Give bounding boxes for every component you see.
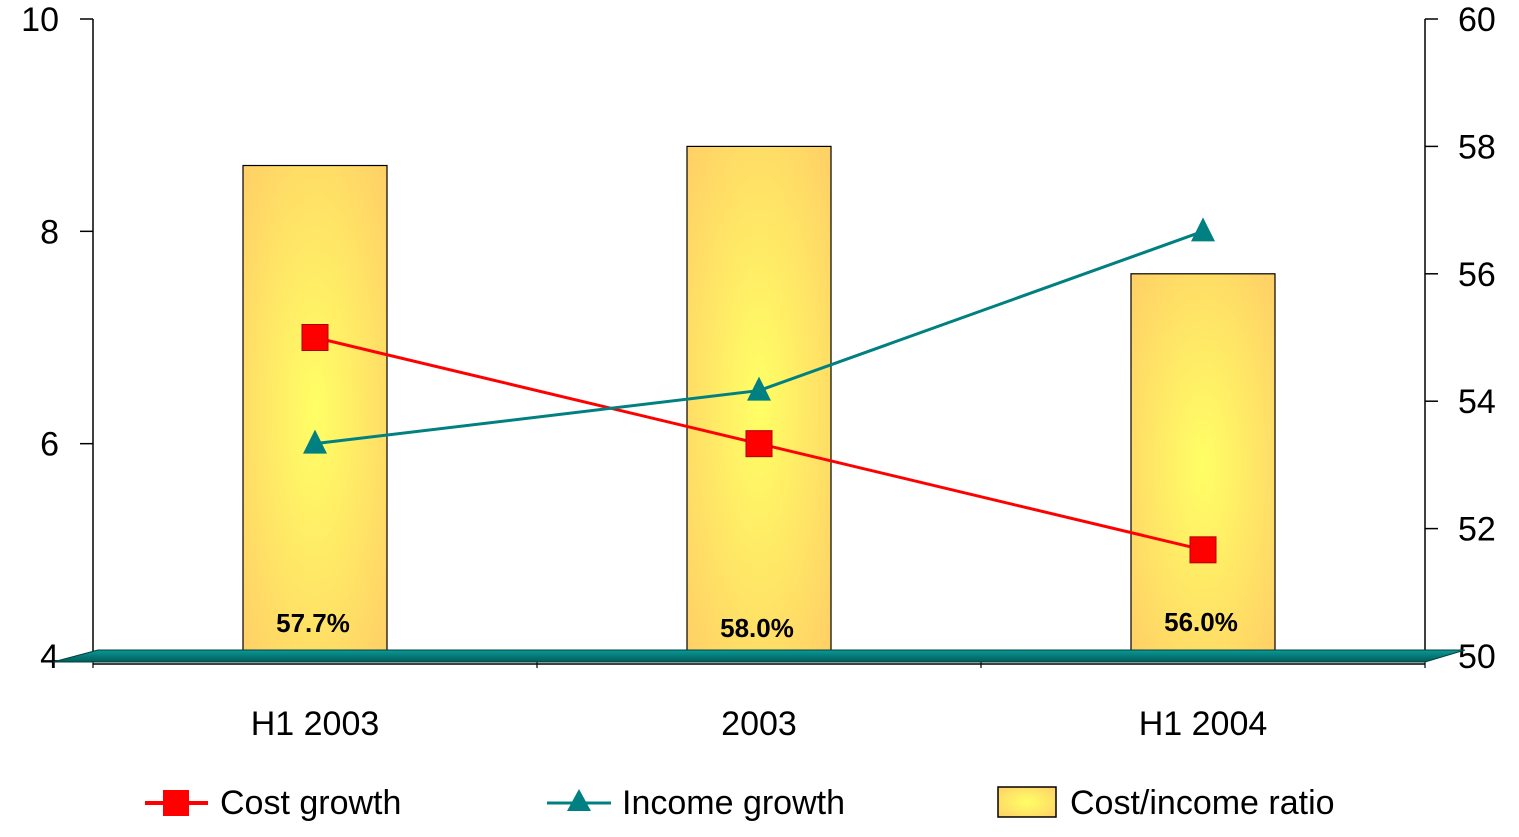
legend-cost-growth-marker (163, 790, 189, 816)
y-left-tick-label: 10 (21, 1, 59, 39)
y-right-tick-label: 58 (1458, 128, 1496, 166)
x-tick-label: 2003 (721, 705, 797, 743)
y-right-tick-label: 52 (1458, 511, 1496, 549)
bar (243, 166, 387, 656)
bars (243, 146, 1275, 656)
cost-growth-point (302, 325, 328, 351)
bar-value-label: 56.0% (1164, 607, 1238, 637)
bar-labels: 57.7% 58.0% 56.0% (276, 607, 1238, 643)
legend: Cost growth Income growth Cost/income rati… (145, 784, 1335, 822)
y-left-tick-label: 6 (40, 426, 59, 464)
y-right-tick-label: 54 (1458, 383, 1496, 421)
bar-value-label: 57.7% (276, 608, 350, 638)
legend-income-growth-label: Income growth (622, 784, 845, 822)
x-tick-label: H1 2003 (251, 705, 380, 743)
bar-value-label: 58.0% (720, 613, 794, 643)
x-tick-label: H1 2004 (1139, 705, 1268, 743)
y-right-tick-label: 56 (1458, 256, 1496, 294)
cost-growth-point (1190, 537, 1216, 563)
floor (53, 650, 1465, 662)
legend-income-growth-marker (567, 789, 591, 811)
y-right-tick-label: 60 (1458, 1, 1496, 39)
cost-growth-point (746, 431, 772, 457)
bar (687, 146, 831, 656)
legend-cost-income-ratio-label: Cost/income ratio (1070, 784, 1335, 822)
legend-cost-income-ratio-swatch (998, 787, 1056, 817)
bar (1131, 274, 1275, 656)
chart-floor (53, 650, 1465, 662)
y-right-tick-label: 50 (1458, 638, 1496, 676)
legend-cost-growth-label: Cost growth (220, 784, 401, 822)
income-growth-point (1191, 217, 1215, 241)
y-left-tick-label: 8 (40, 213, 59, 251)
y-left-tick-label: 4 (40, 638, 59, 676)
